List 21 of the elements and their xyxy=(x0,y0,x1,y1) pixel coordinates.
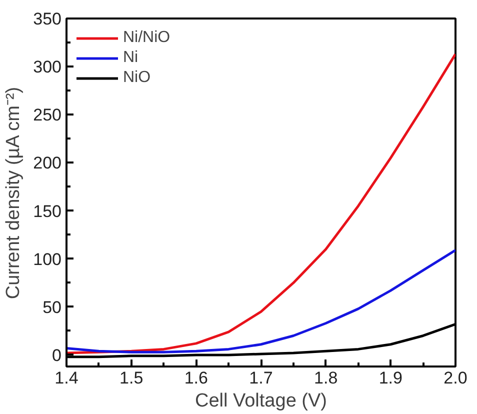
legend-label: Ni xyxy=(123,49,140,67)
x-tick-label: 1.8 xyxy=(314,368,338,388)
line-series xyxy=(66,248,456,354)
x-tick-label: 1.6 xyxy=(184,368,208,388)
y-tick-label: 350 xyxy=(33,10,62,28)
y-tick-label: 250 xyxy=(33,106,62,125)
x-tick-label: 1.7 xyxy=(249,368,273,388)
y-tick-label: 200 xyxy=(33,154,62,173)
y-tick-label: 0 xyxy=(52,346,62,365)
x-axis-title: Cell Voltage (V) xyxy=(194,390,328,412)
y-tick-label: 50 xyxy=(42,298,62,317)
x-tick-label: 1.4 xyxy=(54,368,78,388)
x-tick-label: 1.5 xyxy=(120,368,144,388)
y-axis-title: Current density (µA cm⁻²) xyxy=(3,86,24,300)
legend-label: NiO xyxy=(123,69,151,87)
x-tick-label: 1.9 xyxy=(378,368,402,388)
x-tick-label: 2.0 xyxy=(444,368,468,388)
legend-label: Ni/NiO xyxy=(123,29,170,47)
y-tick-label: 300 xyxy=(33,58,62,77)
y-tick-label: 100 xyxy=(33,250,62,269)
y-tick-label: 150 xyxy=(33,202,62,221)
